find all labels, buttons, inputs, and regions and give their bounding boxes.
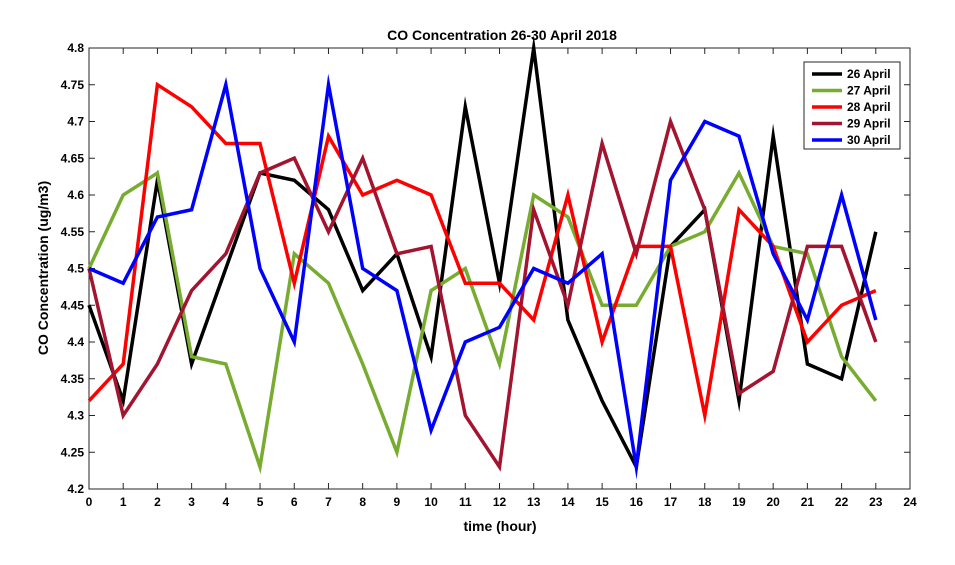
x-axis-label: time (hour): [463, 518, 536, 534]
x-tick-label: 10: [424, 495, 438, 509]
series-line-29-april: [87, 115, 878, 472]
series-line-27-april: [87, 169, 878, 475]
x-tick-label: 9: [394, 495, 401, 509]
x-tick-label: 20: [766, 495, 780, 509]
y-tick-label: 4.6: [67, 188, 84, 202]
y-tick-label: 4.45: [61, 298, 85, 312]
x-tick-label: 21: [801, 495, 815, 509]
x-tick-label: 2: [154, 495, 161, 509]
series-line-30-april: [88, 73, 878, 480]
y-tick-label: 4.5: [67, 262, 84, 276]
x-tick-label: 24: [903, 495, 917, 509]
x-tick-label: 8: [359, 495, 366, 509]
x-axis: 0 1 2 3 4 5 6 7 8 9 10 11 12 13 14 15 16 17 18 19 20 21 22 23 24: [86, 48, 917, 509]
x-tick-label: 23: [869, 495, 883, 509]
series-line-28-april: [87, 81, 877, 426]
legend-label: 27 April: [847, 84, 891, 98]
x-tick-label: 0: [86, 495, 93, 509]
series-lines: [87, 34, 878, 480]
y-tick-label: 4.65: [61, 151, 85, 165]
x-tick-label: 6: [291, 495, 298, 509]
y-tick-label: 4.75: [61, 78, 85, 92]
x-tick-label: 18: [698, 495, 712, 509]
legend-label: 29 April: [847, 117, 891, 131]
x-tick-label: 15: [595, 495, 609, 509]
x-tick-label: 4: [222, 495, 229, 509]
x-tick-label: 3: [188, 495, 195, 509]
y-tick-label: 4.55: [61, 225, 85, 239]
x-tick-label: 19: [732, 495, 746, 509]
y-axis: 4.2 4.25 4.3 4.35 4.4 4.45 4.5 4.55 4.6 4.65 4.7 4.…: [61, 41, 910, 496]
series-line-26-april: [87, 34, 878, 473]
y-tick-label: 4.8: [67, 41, 84, 55]
y-tick-label: 4.3: [67, 409, 84, 423]
legend-label: 28 April: [847, 100, 891, 114]
y-tick-label: 4.2: [67, 482, 84, 496]
x-tick-label: 1: [120, 495, 127, 509]
x-tick-label: 13: [527, 495, 541, 509]
x-tick-label: 5: [257, 495, 264, 509]
y-tick-label: 4.25: [61, 445, 85, 459]
legend: 26 April 27 April 28 April 29 April 30 April: [803, 61, 901, 150]
legend-box: [803, 61, 901, 150]
chart-title: CO Concentration 26-30 April 2018: [387, 27, 617, 43]
x-tick-label: 16: [630, 495, 644, 509]
x-tick-label: 22: [835, 495, 849, 509]
y-tick-label: 4.4: [67, 335, 84, 349]
y-axis-label: CO Concentration (ug/m3): [35, 181, 51, 355]
x-tick-label: 17: [664, 495, 678, 509]
y-tick-label: 4.35: [61, 372, 85, 386]
legend-label: 30 April: [847, 133, 891, 147]
x-tick-label: 7: [325, 495, 332, 509]
x-tick-label: 11: [459, 495, 472, 509]
legend-label: 26 April: [847, 67, 891, 81]
x-tick-label: 12: [493, 495, 507, 509]
x-tick-label: 14: [561, 495, 575, 509]
y-tick-label: 4.7: [67, 115, 84, 129]
